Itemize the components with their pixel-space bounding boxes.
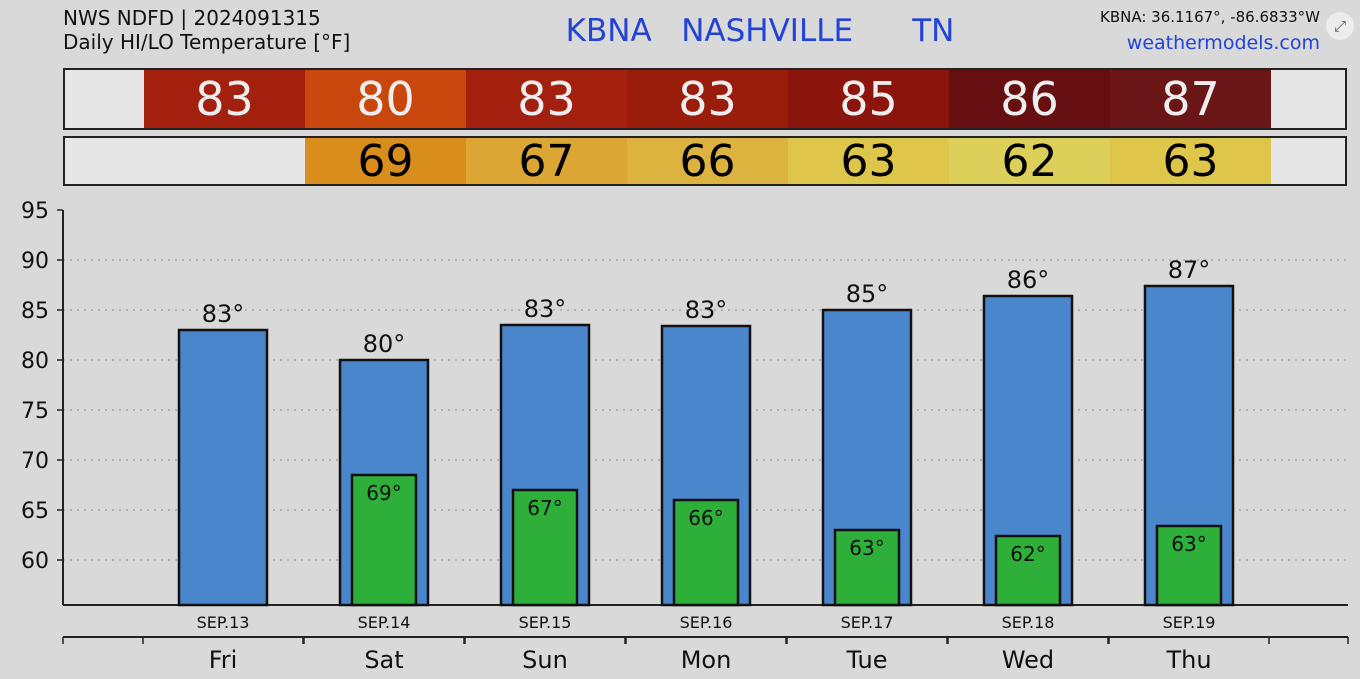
low-temperature-label: 67°	[527, 496, 562, 520]
day-label: Wed	[1002, 646, 1054, 674]
high-temperature-label: 80°	[363, 330, 406, 358]
y-tick-label: 95	[21, 199, 49, 224]
low-temperature-bar	[833, 528, 901, 607]
chart-subtitle: Daily HI/LO Temperature [°F]	[63, 30, 351, 54]
y-tick-label: 85	[21, 299, 49, 324]
low-strip-cell: 63	[788, 136, 949, 187]
low-strip-cell: 66	[627, 136, 788, 187]
y-tick-label: 80	[21, 349, 49, 374]
low-strip-cell	[144, 138, 305, 184]
y-tick-label: 90	[21, 249, 49, 274]
y-tick-label: 65	[21, 499, 49, 524]
high-strip-cell: 85	[788, 70, 949, 128]
y-tick-label: 75	[21, 399, 49, 424]
website-link[interactable]: weathermodels.com	[1126, 32, 1320, 54]
date-label: SEP.18	[1002, 613, 1055, 632]
low-strip-cell: 62	[949, 136, 1110, 187]
station-coordinates: KBNA: 36.1167°, -86.6833°W	[1099, 8, 1320, 26]
day-label: Sun	[522, 646, 568, 674]
low-strip-cell: 69	[305, 136, 466, 187]
high-strip-cell: 86	[949, 70, 1110, 128]
low-temperature-label: 66°	[688, 506, 723, 530]
low-temperature-bar	[672, 498, 740, 607]
y-tick-label: 70	[21, 449, 49, 474]
source-label: NWS NDFD | 2024091315	[63, 6, 321, 30]
low-temperature-bar	[994, 534, 1062, 607]
high-temperature-label: 83°	[685, 296, 728, 324]
day-label: Tue	[846, 646, 888, 674]
low-strip-cell: 67	[466, 136, 627, 187]
high-temperature-label: 86°	[1007, 266, 1050, 294]
low-temperature-bar	[1155, 524, 1223, 607]
station-title: KBNA NASHVILLE TN	[565, 13, 955, 49]
expand-icon[interactable]: ⤢	[1326, 12, 1354, 40]
day-label: Sat	[364, 646, 403, 674]
date-label: SEP.19	[1163, 613, 1216, 632]
low-temperature-label: 63°	[1171, 532, 1206, 556]
high-strip-cell: 83	[627, 70, 788, 128]
high-strip-cell: 83	[144, 70, 305, 128]
high-temperature-label: 85°	[846, 280, 889, 308]
low-strip-cell: 63	[1110, 136, 1271, 187]
date-label: SEP.14	[358, 613, 411, 632]
low-temperature-bar	[511, 488, 579, 607]
high-temperature-label: 83°	[524, 295, 567, 323]
low-temperature-label: 62°	[1010, 542, 1045, 566]
day-label: Fri	[209, 646, 238, 674]
high-temperature-label: 83°	[202, 300, 245, 328]
low-temperature-label: 63°	[849, 536, 884, 560]
day-label: Thu	[1165, 646, 1211, 674]
high-strip-cell: 87	[1110, 70, 1271, 128]
date-label: SEP.16	[680, 613, 733, 632]
low-temperature-bar	[350, 473, 418, 607]
high-temperature-strip: 83 80 83 83 85 86 87	[63, 68, 1347, 130]
high-temperature-label: 87°	[1168, 256, 1211, 284]
date-label: SEP.17	[841, 613, 894, 632]
date-label: SEP.15	[519, 613, 572, 632]
high-strip-cell: 80	[305, 70, 466, 128]
high-temperature-bar	[177, 328, 269, 607]
date-label: SEP.13	[197, 613, 250, 632]
y-tick-label: 60	[21, 549, 49, 574]
low-temperature-label: 69°	[366, 481, 401, 505]
high-strip-cell: 83	[466, 70, 627, 128]
day-label: Mon	[681, 646, 732, 674]
low-temperature-strip: 69 67 66 63 62 63	[63, 136, 1347, 187]
